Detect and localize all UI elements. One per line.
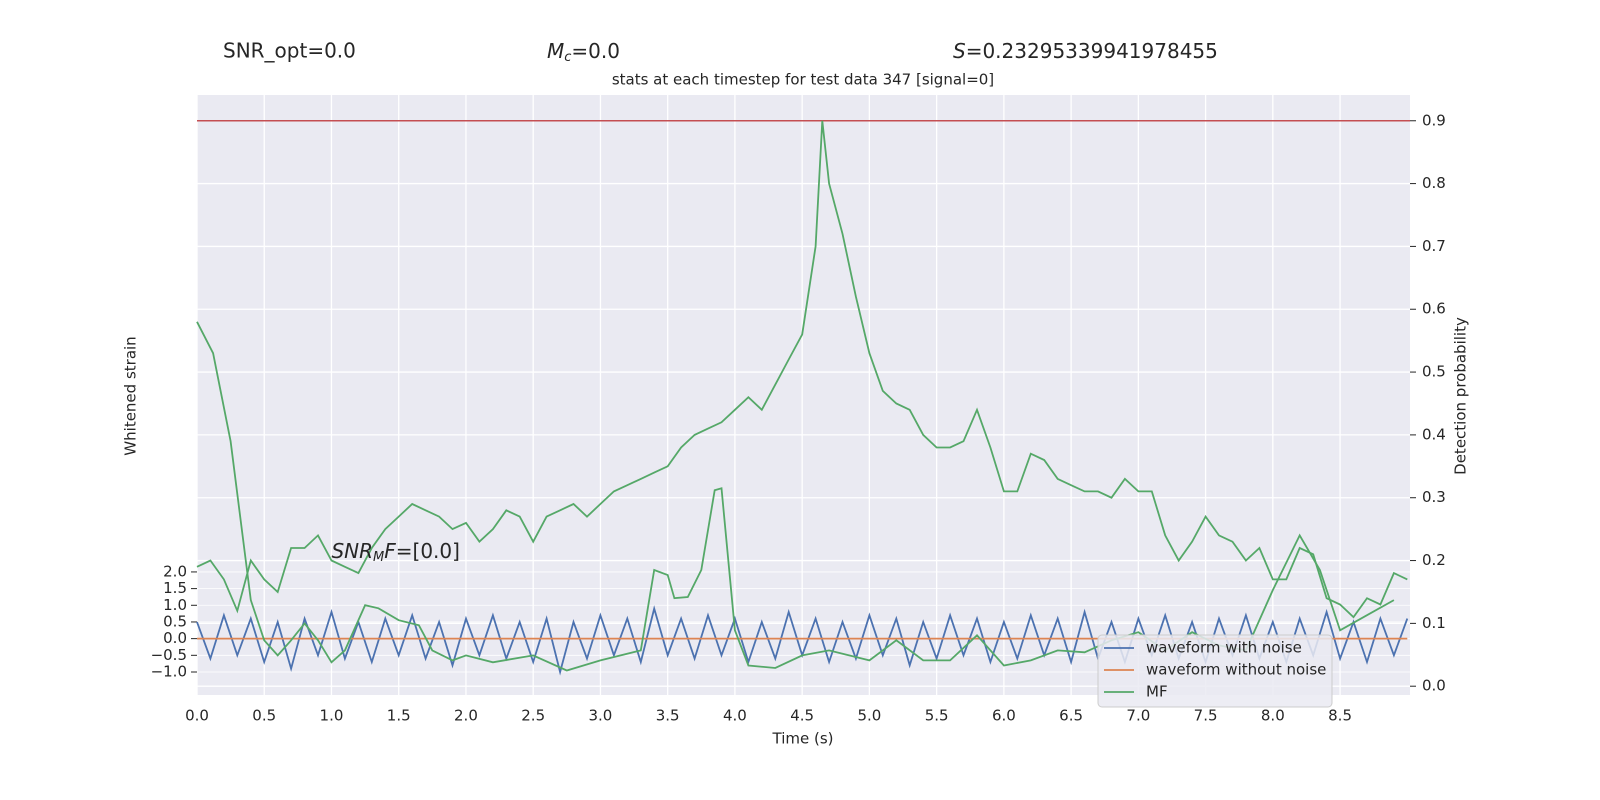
y2-tick-label: 0.4: [1422, 425, 1446, 443]
x-tick-label: 4.0: [723, 707, 747, 725]
y2-tick-label: 0.7: [1422, 237, 1446, 255]
y-axis-label: Whitened strain: [122, 336, 140, 455]
y2-tick-label: 0.3: [1422, 488, 1446, 506]
chart-title: stats at each timestep for test data 347…: [612, 71, 994, 89]
x-tick-label: 8.5: [1328, 707, 1352, 725]
x-tick-label: 4.5: [790, 707, 814, 725]
x-tick-label: 1.0: [320, 707, 344, 725]
x-tick-label: 8.0: [1261, 707, 1285, 725]
mc-text: =0.0: [571, 39, 620, 63]
y2-tick-label: 0.0: [1422, 677, 1446, 695]
y-tick-label: 0.0: [163, 629, 187, 647]
mc-sub: c: [564, 50, 571, 65]
y-tick-label: −1.0: [151, 662, 187, 680]
annotation-part: SNR: [331, 539, 373, 563]
legend-label: MF: [1146, 683, 1168, 701]
series-line: [196, 120, 1408, 619]
legend-label: waveform without noise: [1146, 661, 1326, 679]
annotation-part: =[0.0]: [396, 539, 460, 563]
y2-tick-label: 0.9: [1422, 111, 1446, 129]
x-axis-label: Time (s): [772, 730, 834, 748]
y2-tick-label: 0.2: [1422, 551, 1446, 569]
legend-box: [1097, 634, 1333, 708]
x-tick-label: 7.5: [1194, 707, 1218, 725]
s-stat: S=0.23295339941978455: [953, 39, 1218, 63]
snr-mf-annotation: SNRMF=[0.0]: [331, 539, 459, 565]
x-tick-label: 1.5: [387, 707, 411, 725]
x-tick-label: 6.0: [992, 707, 1016, 725]
x-tick-label: 7.0: [1126, 707, 1150, 725]
x-tick-label: 5.0: [857, 707, 881, 725]
annotation-part: F: [384, 539, 396, 563]
y-tick-label: 0.5: [163, 612, 187, 630]
y-tick-label: 2.0: [163, 562, 187, 580]
x-tick-label: 3.5: [656, 707, 680, 725]
legend-label: waveform with noise: [1146, 639, 1302, 657]
chirp-mass: Mc=0.0: [547, 39, 620, 65]
snr-opt: SNR_opt=0.0: [223, 39, 356, 63]
s-symbol: S: [953, 39, 966, 63]
x-tick-label: 2.5: [521, 707, 545, 725]
y2-tick-label: 0.6: [1422, 300, 1446, 318]
mc-symbol: M: [547, 39, 564, 63]
x-tick-label: 0.0: [185, 707, 209, 725]
x-tick-label: 5.5: [925, 707, 949, 725]
y2-tick-label: 0.8: [1422, 174, 1446, 192]
y-tick-label: 1.5: [163, 579, 187, 597]
annotation-part: M: [373, 550, 384, 565]
y2-tick-label: 0.5: [1422, 363, 1446, 381]
x-tick-label: 2.0: [454, 707, 478, 725]
x-tick-label: 0.5: [252, 707, 276, 725]
y-tick-label: 1.0: [163, 596, 187, 614]
x-tick-label: 6.5: [1059, 707, 1083, 725]
x-tick-label: 3.0: [589, 707, 613, 725]
y2-axis-label: Detection probability: [1452, 317, 1470, 475]
y-tick-label: −0.5: [151, 646, 187, 664]
y2-tick-label: 0.1: [1422, 614, 1446, 632]
s-text: =0.23295339941978455: [966, 39, 1218, 63]
